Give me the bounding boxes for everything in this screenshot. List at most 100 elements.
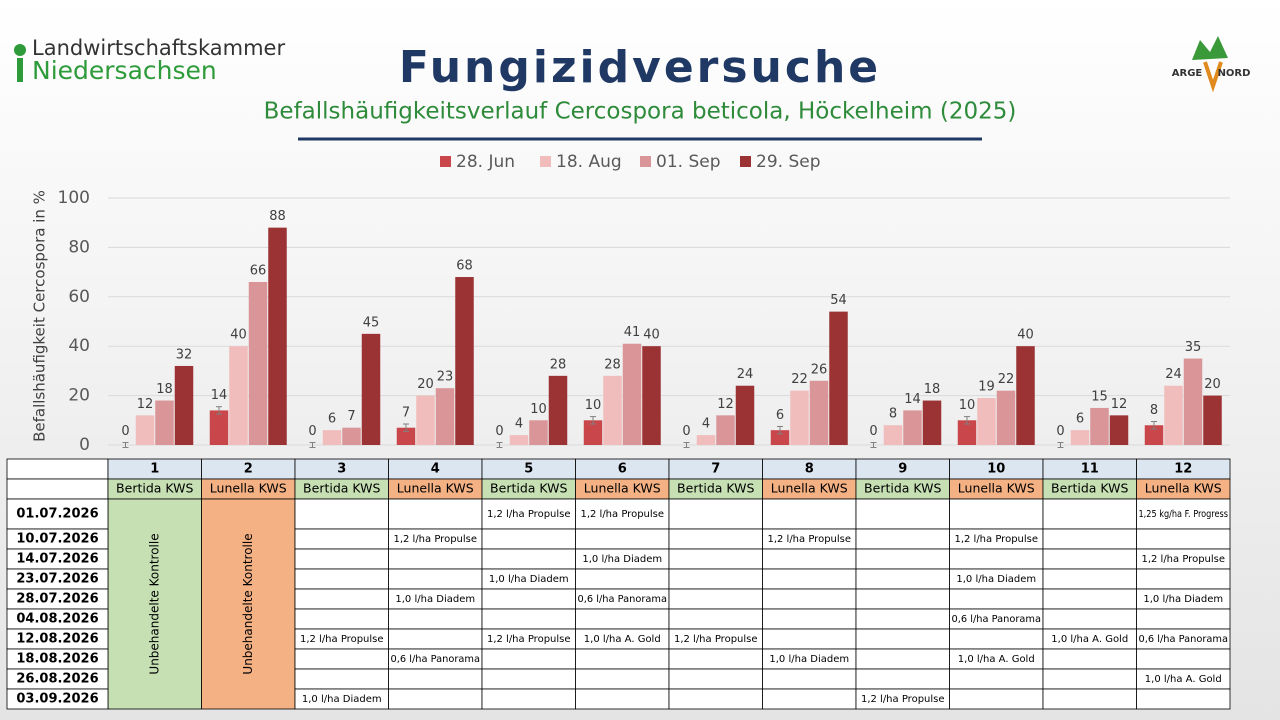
table-cell xyxy=(855,608,950,630)
table-cell xyxy=(855,498,950,530)
table-cell xyxy=(949,548,1044,570)
table-cell xyxy=(668,648,763,670)
table-cell xyxy=(855,628,950,650)
table-cell xyxy=(1042,568,1137,590)
table-cell xyxy=(762,498,857,530)
table-cell xyxy=(1042,668,1137,690)
table-cell xyxy=(481,668,576,690)
logo-bar xyxy=(17,58,23,82)
table-cell xyxy=(481,608,576,630)
data-label: 41 xyxy=(624,325,641,340)
data-label: 4 xyxy=(515,417,523,432)
bar xyxy=(416,395,435,445)
table-cell xyxy=(855,528,950,550)
table-cell xyxy=(388,688,483,710)
bar xyxy=(1016,346,1035,445)
legend-swatch xyxy=(740,156,751,167)
bar xyxy=(770,430,790,445)
table-cell xyxy=(1136,528,1231,550)
data-label: 10 xyxy=(530,402,547,417)
y-tick-label: 60 xyxy=(68,287,90,307)
column-number: 10 xyxy=(987,462,1005,477)
column-number: 7 xyxy=(711,462,720,477)
column-number: 5 xyxy=(524,462,533,477)
treatment: 1,0 l/ha Diadem xyxy=(302,694,382,705)
table-cell xyxy=(481,688,576,710)
data-label: 22 xyxy=(998,372,1015,387)
data-label: 23 xyxy=(437,370,454,385)
table-cell xyxy=(294,528,389,550)
date: 01.07.2026 xyxy=(16,507,98,522)
table-cell xyxy=(575,668,670,690)
data-label: 68 xyxy=(456,259,473,274)
treatment: 0,6 l/ha Panorama xyxy=(1139,634,1229,645)
treatment: 1,2 l/ha Propulse xyxy=(861,694,945,705)
error-bar xyxy=(216,406,222,415)
treatment: 1,2 l/ha Propulse xyxy=(674,634,758,645)
table-cell xyxy=(762,608,857,630)
table-cell xyxy=(294,588,389,610)
date: 12.08.2026 xyxy=(16,632,98,647)
table-cell xyxy=(668,568,763,590)
date: 14.07.2026 xyxy=(16,552,98,567)
date: 28.07.2026 xyxy=(16,592,98,607)
y-tick-label: 80 xyxy=(68,237,90,257)
date: 23.07.2026 xyxy=(16,572,98,587)
data-label: 24 xyxy=(737,367,754,382)
data-label: 10 xyxy=(585,398,602,413)
logo-text: Niedersachsen xyxy=(32,56,217,85)
treatment: 1,0 l/ha A. Gold xyxy=(1145,674,1222,685)
table-cell xyxy=(668,548,763,570)
table-cell xyxy=(668,688,763,710)
variety: Bertida KWS xyxy=(864,481,941,496)
bar xyxy=(174,365,194,445)
variety: Lunella KWS xyxy=(584,481,661,496)
bar xyxy=(229,346,248,445)
table-cell xyxy=(949,688,1044,710)
data-label: 6 xyxy=(776,408,784,423)
treatment: 1,25 kg/ha F. Progress xyxy=(1139,509,1229,520)
bar xyxy=(716,415,735,445)
bar xyxy=(809,380,829,445)
table-cell xyxy=(201,498,296,710)
bar xyxy=(1203,395,1222,445)
data-label: 6 xyxy=(1076,412,1084,427)
table-cell xyxy=(1042,608,1137,630)
table-cell xyxy=(762,668,857,690)
data-label: 14 xyxy=(904,392,921,407)
bar xyxy=(435,388,455,445)
legend-swatch xyxy=(640,156,651,167)
bar xyxy=(1070,430,1090,445)
treatment: 1,2 l/ha Propulse xyxy=(580,509,664,520)
error-bar xyxy=(309,442,316,448)
table-cell xyxy=(949,588,1044,610)
date: 04.08.2026 xyxy=(16,612,98,627)
treatment: 1,0 l/ha Diadem xyxy=(489,574,569,585)
bar xyxy=(996,390,1016,445)
bar xyxy=(342,427,361,445)
y-tick-label: 100 xyxy=(58,188,90,208)
error-bar xyxy=(777,425,783,435)
table-cell xyxy=(481,528,576,550)
bar xyxy=(322,430,342,445)
data-label: 0 xyxy=(869,424,877,439)
bar xyxy=(829,311,848,445)
table-cell xyxy=(855,648,950,670)
bar xyxy=(155,400,174,445)
legend-swatch xyxy=(440,156,451,167)
data-label: 12 xyxy=(1111,397,1128,412)
table-cell xyxy=(762,548,857,570)
bar xyxy=(548,375,568,445)
data-label: 4 xyxy=(702,417,710,432)
data-label: 40 xyxy=(643,328,660,343)
bar xyxy=(361,333,381,445)
bar xyxy=(603,375,622,445)
y-axis-label: Befallshäufigkeit Cercospora in % xyxy=(31,190,49,442)
y-tick-label: 20 xyxy=(68,386,90,406)
bar xyxy=(135,415,155,445)
error-bar xyxy=(590,416,596,425)
table-cell xyxy=(949,668,1044,690)
bar xyxy=(509,435,529,445)
data-label: 40 xyxy=(1017,328,1034,343)
error-bar xyxy=(683,442,690,448)
